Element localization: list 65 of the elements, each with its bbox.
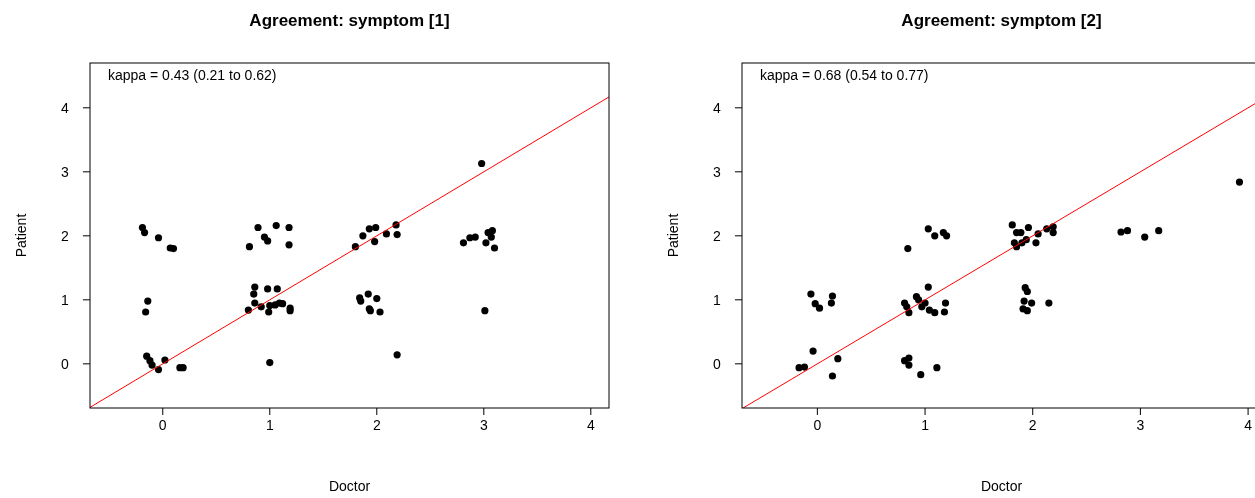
x-tick-label: 2 [372, 417, 381, 433]
point [924, 225, 932, 233]
point [828, 292, 837, 300]
point [1008, 221, 1016, 229]
y-axis-title: Patient [665, 213, 681, 258]
point [1024, 223, 1033, 232]
point [1117, 228, 1125, 236]
point [931, 309, 939, 317]
y-tick-label: 3 [713, 163, 722, 180]
point [1049, 229, 1057, 237]
point [828, 372, 837, 380]
point [834, 355, 842, 363]
x-axis-title: Doctor [980, 478, 1023, 494]
x-axis-title: Doctor [328, 478, 371, 494]
x-tick-label: 4 [586, 417, 595, 433]
point [1141, 233, 1149, 241]
point [807, 290, 815, 298]
y-tick-label: 3 [61, 163, 70, 180]
point [815, 304, 824, 312]
x-tick-label: 2 [1028, 417, 1037, 433]
point [917, 371, 925, 379]
point [933, 364, 941, 372]
chart-title: Agreement: symptom [2] [901, 11, 1102, 30]
point [1123, 227, 1132, 235]
chart-title: Agreement: symptom [1] [249, 11, 450, 30]
x-tick-label: 4 [1244, 417, 1253, 433]
point [905, 361, 913, 369]
y-axis-title: Patient [13, 213, 29, 258]
point [904, 245, 912, 253]
y-tick-label: 4 [713, 99, 722, 116]
point [1045, 299, 1053, 307]
x-tick-label: 0 [813, 417, 822, 433]
annotation: kappa = 0.68 (0.54 to 0.77) [760, 67, 929, 83]
point [942, 232, 951, 240]
point [1155, 227, 1163, 235]
y-tick-label: 0 [713, 355, 722, 372]
point [905, 354, 913, 362]
y-tick-label: 1 [61, 291, 70, 308]
point [941, 299, 950, 307]
y-tick-label: 2 [61, 227, 70, 244]
point [931, 232, 939, 240]
y-tick-label: 1 [713, 291, 722, 308]
point [811, 300, 819, 308]
point [800, 363, 809, 371]
x-tick-label: 1 [265, 417, 274, 433]
point [1017, 229, 1025, 237]
point [809, 347, 817, 355]
x-tick-label: 1 [921, 417, 930, 433]
annotation: kappa = 0.43 (0.21 to 0.62) [108, 67, 277, 83]
point [1032, 239, 1040, 247]
point [924, 283, 932, 291]
point [940, 308, 949, 316]
x-tick-label: 3 [1136, 417, 1145, 433]
y-tick-label: 4 [61, 99, 70, 116]
point [827, 299, 835, 307]
point [1023, 307, 1031, 315]
point [1020, 297, 1028, 305]
point [1235, 178, 1244, 186]
y-tick-label: 0 [61, 355, 70, 372]
point [1028, 299, 1036, 307]
x-tick-label: 3 [479, 417, 488, 433]
y-tick-label: 2 [713, 227, 722, 244]
point [925, 306, 933, 314]
point [1023, 287, 1031, 296]
x-tick-label: 0 [158, 417, 167, 433]
